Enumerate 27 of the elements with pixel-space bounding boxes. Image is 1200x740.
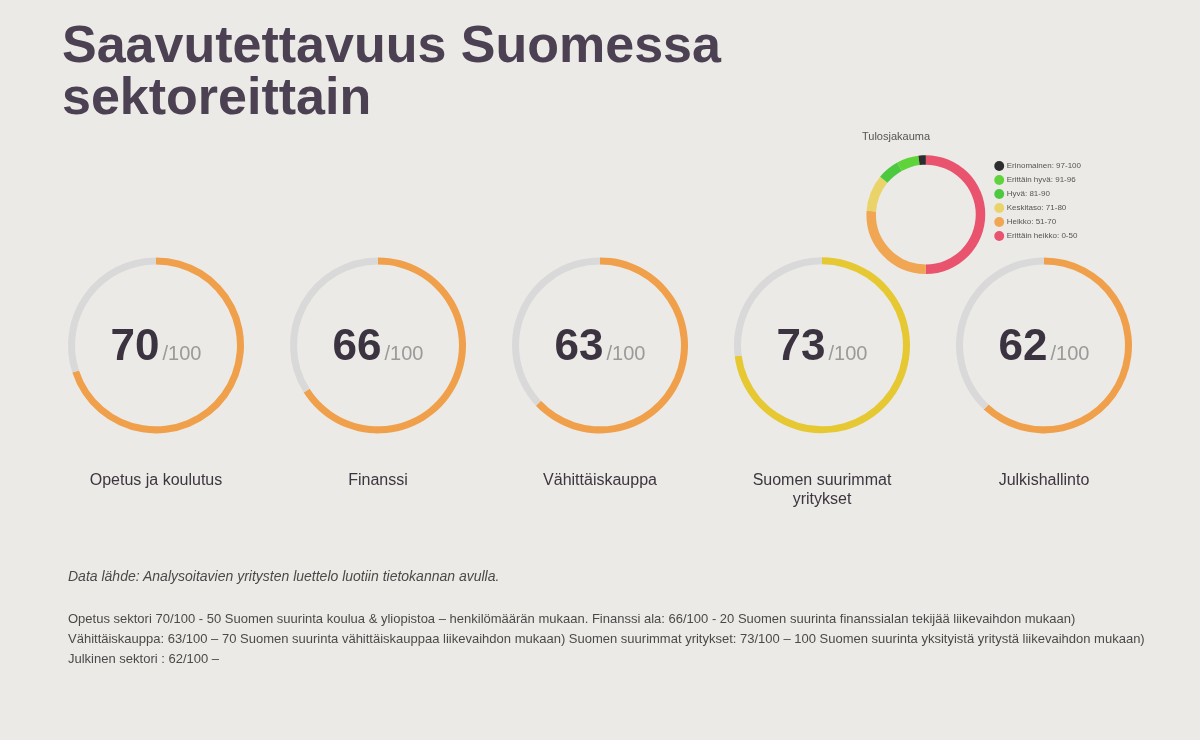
- text: Vähittäiskauppa: [543, 470, 658, 488]
- legend-label: Erittäin heikko: 0-50: [1006, 231, 1078, 241]
- text: Opetus sektori 70/100 - 50 Suomen suurinta koulua & yliopistoa – henkilömäärän mukaan. Finanssi ala: 66/100 - 20 Suomen suurinta finanssialan tekijää liikevaihdon mukaan): [68, 610, 1077, 628]
- text: /100: [828, 342, 868, 365]
- text: Data lähde: Analysoitavien yritysten luettelo luotiin tietokannan avulla.: [68, 567, 501, 586]
- text: /100: [606, 342, 646, 365]
- text: Vähittäiskauppa: 63/100 – 70 Suomen suurinta vähittäiskauppaa liikevaihdon mukaan) Suomen suurimmat yritykset: 73/100 – 100 Suomen suurinta yksityistä yritystä liikevaihdon mukaan): [68, 630, 1146, 648]
- chart-title: Tulosjakauma: [862, 129, 931, 142]
- legend-label: Keskitaso: 71-80: [1006, 203, 1067, 213]
- legend-label: Erittäin hyvä: 91-96: [1006, 175, 1077, 185]
- text: 63: [554, 320, 604, 370]
- text: /100: [384, 342, 424, 365]
- legend-label: Heikko: 51-70: [1006, 217, 1057, 227]
- text: Julkinen sektori : 62/100 –: [68, 650, 221, 668]
- text: Saavutettavuus Suomessa sektoreittain: [62, 15, 723, 125]
- text: 66: [332, 320, 382, 370]
- text: 62: [998, 320, 1048, 370]
- legend-label: Erinomainen: 97-100: [1006, 161, 1082, 171]
- text: 73: [776, 320, 826, 370]
- text: Suomen suurimmat yritykset: [752, 470, 892, 507]
- text: Finanssi: [348, 470, 408, 488]
- text: /100: [162, 342, 202, 365]
- text: 70: [110, 320, 160, 370]
- text: Opetus ja koulutus: [89, 470, 223, 488]
- legend-label: Hyvä: 81-90: [1006, 189, 1051, 199]
- text: /100: [1050, 342, 1090, 365]
- text: Julkishallinto: [998, 470, 1090, 488]
